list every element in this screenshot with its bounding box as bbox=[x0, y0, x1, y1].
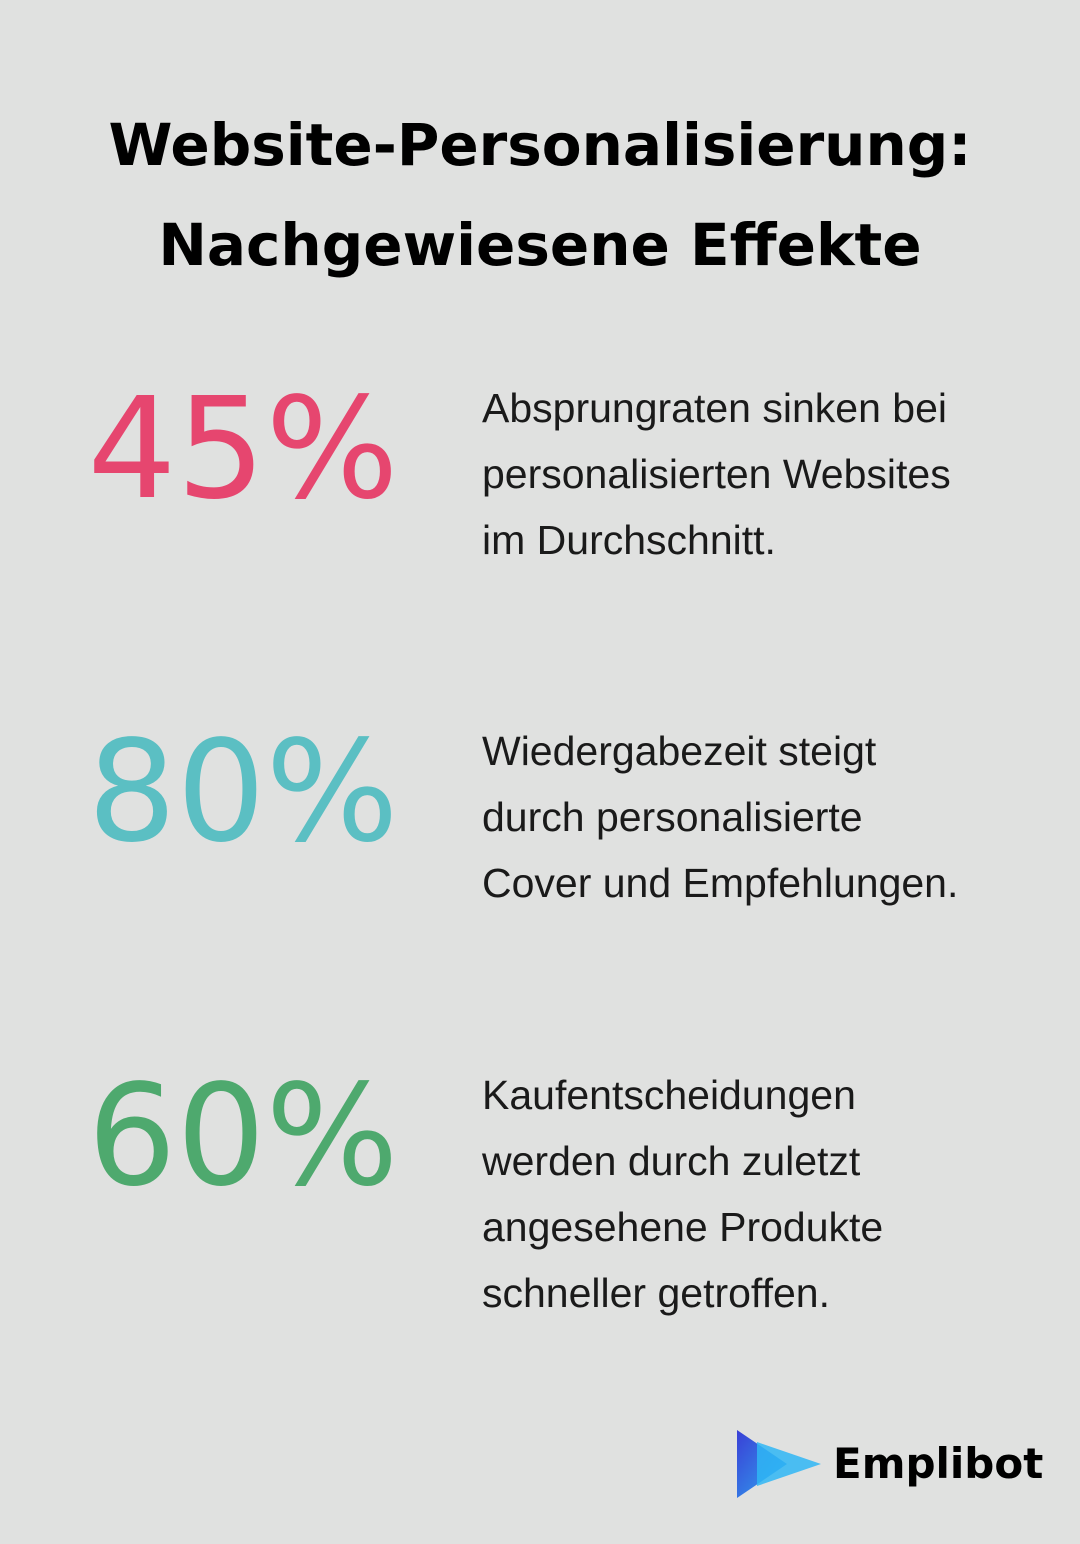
brand-logo: Emplibot bbox=[737, 1430, 1043, 1498]
stat-value: 45% bbox=[87, 368, 399, 531]
stat-value: 60% bbox=[87, 1055, 399, 1218]
stat-value: 80% bbox=[87, 711, 399, 874]
title-line: Website-Personalisierung: bbox=[108, 111, 972, 179]
stat-text: Wiedergabezeit steigt durch personalisie… bbox=[482, 728, 959, 906]
stat-text: Absprungraten sinken bei personalisierte… bbox=[482, 385, 951, 563]
title: Website-Personalisierung: Nachgewiesene … bbox=[0, 95, 1080, 295]
stat-text: Kaufentscheidungen werden durch zuletzt … bbox=[482, 1072, 884, 1316]
title-line: Nachgewiesene Effekte bbox=[158, 211, 922, 279]
logo-shape bbox=[757, 1442, 821, 1486]
brand-name: Emplibot bbox=[833, 1439, 1043, 1488]
